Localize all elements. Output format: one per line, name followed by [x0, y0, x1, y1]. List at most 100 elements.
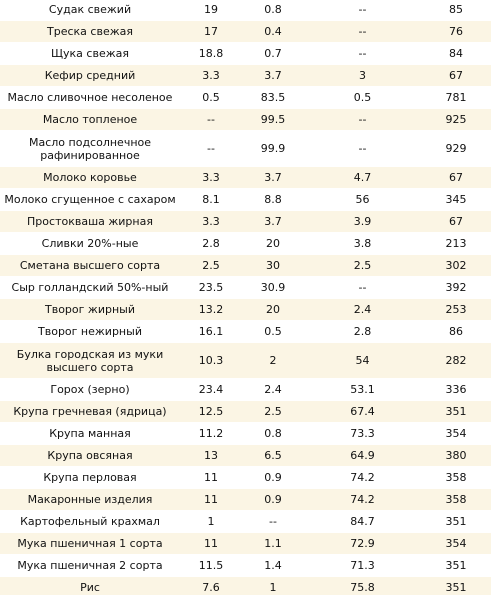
kcal-cell: 67 — [421, 166, 491, 189]
table-row: Масло топленое -- 99.5 -- 925 — [0, 108, 491, 131]
kcal-cell: 354 — [421, 422, 491, 445]
fat-cell: -- — [242, 510, 304, 533]
product-name-cell: Картофельный крахмал — [0, 510, 180, 533]
kcal-cell: 302 — [421, 254, 491, 277]
carbs-cell: 3 — [304, 64, 421, 87]
kcal-cell: 85 — [421, 0, 491, 21]
table-row: Творог нежирный 16.1 0.5 2.8 86 — [0, 320, 491, 343]
carbs-cell: -- — [304, 276, 421, 299]
table-row: Сыр голландский 50%-ный 23.5 30.9 -- 392 — [0, 276, 491, 299]
carbs-cell: 2.4 — [304, 298, 421, 321]
kcal-cell: 67 — [421, 210, 491, 233]
table-row: Крупа манная 11.2 0.8 73.3 354 — [0, 422, 491, 445]
table-row: Макаронные изделия 11 0.9 74.2 358 — [0, 488, 491, 511]
kcal-cell: 86 — [421, 320, 491, 343]
table-row: Рис 7.6 1 75.8 351 — [0, 576, 491, 595]
product-name-cell: Сметана высшего сорта — [0, 254, 180, 277]
table-row: Щука свежая 18.8 0.7 -- 84 — [0, 42, 491, 65]
table-row: Масло подсолнечное рафинированное -- 99.9-… — [0, 130, 491, 167]
protein-cell: 19 — [180, 0, 242, 21]
product-name-cell: Рис — [0, 576, 180, 595]
table-row: Крупа перловая 11 0.9 74.2 358 — [0, 466, 491, 489]
protein-cell: 17 — [180, 20, 242, 43]
protein-cell: 2.8 — [180, 232, 242, 255]
table-row: Простокваша жирная 3.3 3.7 3.9 67 — [0, 210, 491, 233]
table-row: Творог жирный 13.2 20 2.4 253 — [0, 298, 491, 321]
carbs-cell: 75.8 — [304, 576, 421, 595]
product-name-cell: Треска свежая — [0, 20, 180, 43]
carbs-cell: 2.5 — [304, 254, 421, 277]
table-row: Судак свежий 19 0.8 -- 85 — [0, 0, 491, 21]
kcal-cell: 781 — [421, 86, 491, 109]
carbs-cell: -- — [304, 0, 421, 21]
fat-cell: 20 — [242, 232, 304, 255]
kcal-cell: 354 — [421, 532, 491, 555]
fat-cell: 8.8 — [242, 188, 304, 211]
carbs-cell: 64.9 — [304, 444, 421, 467]
kcal-cell: 336 — [421, 378, 491, 401]
protein-cell: 23.5 — [180, 276, 242, 299]
carbs-cell: 74.2 — [304, 466, 421, 489]
fat-cell: 0.8 — [242, 0, 304, 21]
fat-cell: 99.9 — [242, 130, 304, 167]
fat-cell: 0.7 — [242, 42, 304, 65]
table-row: Треска свежая 17 0.4 -- 76 — [0, 20, 491, 43]
carbs-cell: 2.8 — [304, 320, 421, 343]
fat-cell: 2.4 — [242, 378, 304, 401]
product-name-cell: Сыр голландский 50%-ный — [0, 276, 180, 299]
kcal-cell: 213 — [421, 232, 491, 255]
protein-cell: -- — [180, 108, 242, 131]
product-name-cell: Щука свежая — [0, 42, 180, 65]
kcal-cell: 67 — [421, 64, 491, 87]
carbs-cell: 71.3 — [304, 554, 421, 577]
protein-cell: 16.1 — [180, 320, 242, 343]
fat-cell: 1 — [242, 576, 304, 595]
kcal-cell: 380 — [421, 444, 491, 467]
fat-cell: 20 — [242, 298, 304, 321]
table-row: Сливки 20%-ные 2.8 20 3.8 213 — [0, 232, 491, 255]
product-name-cell: Макаронные изделия — [0, 488, 180, 511]
kcal-cell: 351 — [421, 400, 491, 423]
kcal-cell: 925 — [421, 108, 491, 131]
protein-cell: 0.5 — [180, 86, 242, 109]
product-name-cell: Простокваша жирная — [0, 210, 180, 233]
protein-cell: -- — [180, 130, 242, 167]
fat-cell: 83.5 — [242, 86, 304, 109]
table-row: Крупа гречневая (ядрица) 12.5 2.5 67.4 351 — [0, 400, 491, 423]
product-name-cell: Крупа гречневая (ядрица) — [0, 400, 180, 423]
product-name-cell: Мука пшеничная 2 сорта — [0, 554, 180, 577]
protein-cell: 3.3 — [180, 166, 242, 189]
fat-cell: 1.4 — [242, 554, 304, 577]
carbs-cell: -- — [304, 42, 421, 65]
protein-cell: 11 — [180, 532, 242, 555]
fat-cell: 3.7 — [242, 210, 304, 233]
fat-cell: 0.8 — [242, 422, 304, 445]
carbs-cell: 4.7 — [304, 166, 421, 189]
fat-cell: 0.5 — [242, 320, 304, 343]
protein-cell: 8.1 — [180, 188, 242, 211]
table-row: Горох (зерно) 23.4 2.4 53.1 336 — [0, 378, 491, 401]
protein-cell: 11 — [180, 466, 242, 489]
product-name-cell: Горох (зерно) — [0, 378, 180, 401]
protein-cell: 11 — [180, 488, 242, 511]
carbs-cell: 73.3 — [304, 422, 421, 445]
carbs-cell: 84.7 — [304, 510, 421, 533]
fat-cell: 0.9 — [242, 488, 304, 511]
kcal-cell: 358 — [421, 488, 491, 511]
protein-cell: 3.3 — [180, 210, 242, 233]
fat-cell: 3.7 — [242, 64, 304, 87]
carbs-cell: 72.9 — [304, 532, 421, 555]
product-name-cell: Крупа овсяная — [0, 444, 180, 467]
carbs-cell: -- — [304, 20, 421, 43]
carbs-cell: -- — [304, 108, 421, 131]
kcal-cell: 351 — [421, 576, 491, 595]
fat-cell: 3.7 — [242, 166, 304, 189]
product-name-cell: Кефир средний — [0, 64, 180, 87]
protein-cell: 11.5 — [180, 554, 242, 577]
protein-cell: 18.8 — [180, 42, 242, 65]
kcal-cell: 392 — [421, 276, 491, 299]
fat-cell: 0.4 — [242, 20, 304, 43]
